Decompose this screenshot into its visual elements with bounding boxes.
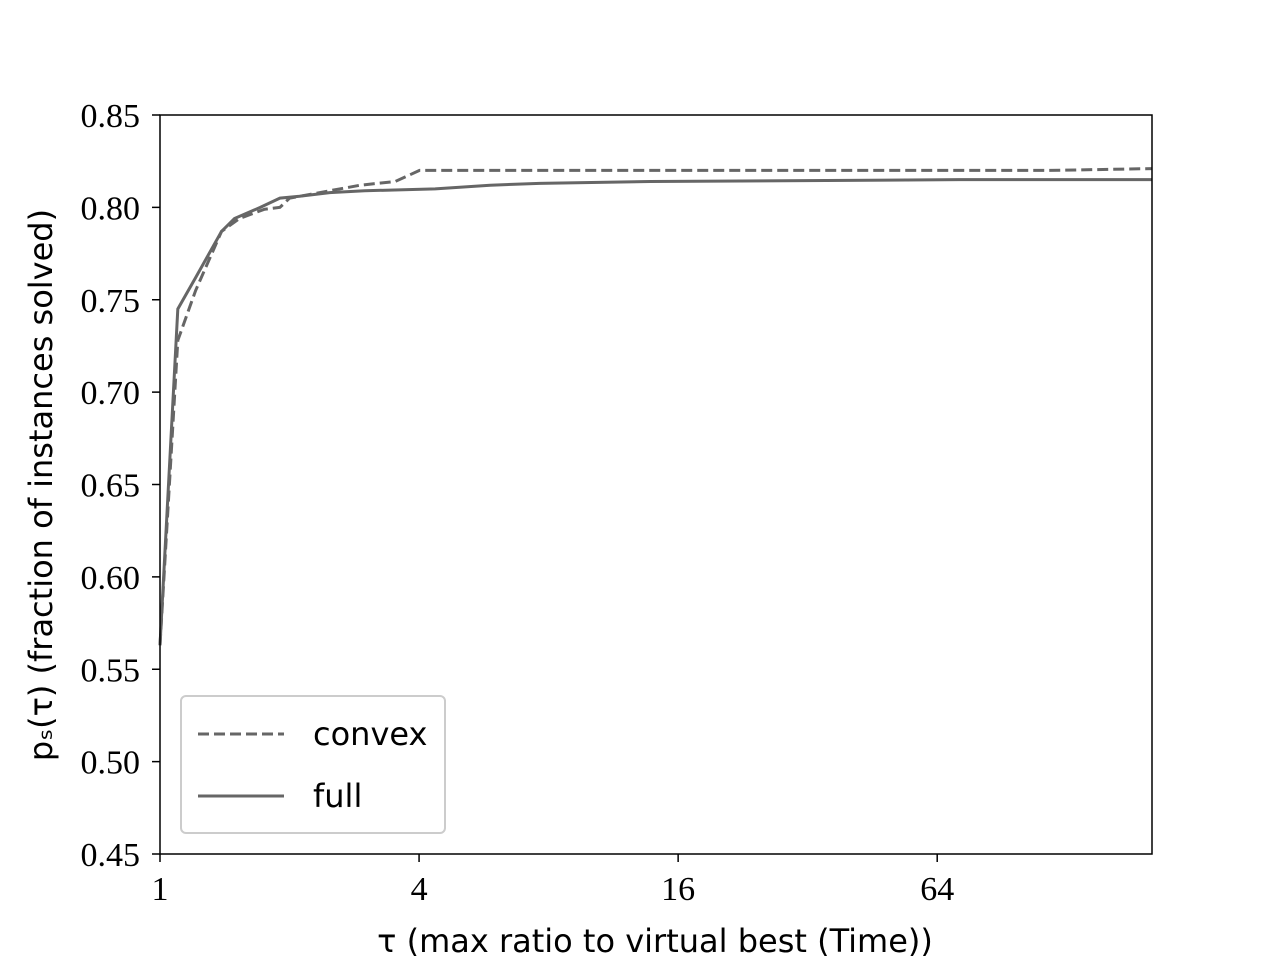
y-tick-label: 0.85 [81,98,141,135]
y-tick-label: 0.45 [81,837,141,874]
x-tick-label: 4 [411,871,428,908]
x-tick-label: 64 [920,871,954,908]
y-tick-label: 0.75 [81,283,141,320]
legend-label: convex [313,715,427,753]
y-tick-label: 0.70 [81,375,141,412]
y-tick-label: 0.60 [81,560,141,597]
legend-box [180,695,446,834]
plot-frame [159,114,1153,855]
y-axis-label: pₛ(τ) (fraction of instances solved) [22,209,60,761]
x-tick-label: 16 [661,871,695,908]
series-line [158,167,1153,646]
series-line [158,178,1152,646]
legend-label: full [313,777,362,815]
y-tick-label: 0.50 [81,745,141,782]
x-axis-label: τ (max ratio to virtual best (Time)) [377,922,933,960]
y-tick-label: 0.65 [81,468,141,505]
y-tick-label: 0.80 [81,190,141,227]
y-tick-label: 0.55 [81,652,141,689]
x-tick-label: 1 [152,871,169,908]
